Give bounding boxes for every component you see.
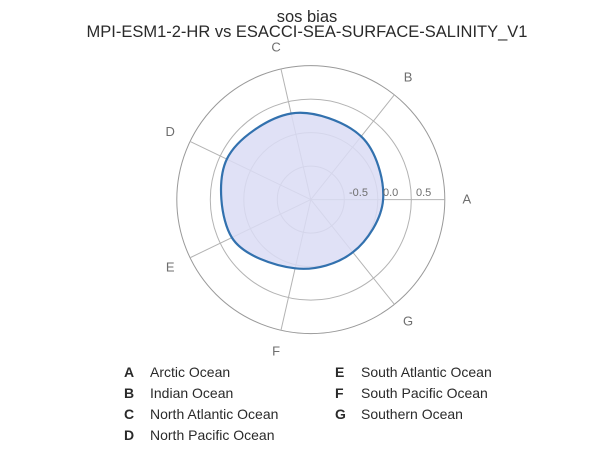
svg-text:E: E [166, 259, 175, 274]
svg-text:D: D [166, 124, 175, 139]
svg-text:-0.5: -0.5 [349, 187, 368, 199]
svg-text:0.0: 0.0 [383, 187, 398, 199]
svg-text:F: F [272, 344, 280, 359]
svg-text:B: B [404, 70, 413, 85]
svg-text:G: G [403, 314, 413, 329]
svg-text:A: A [462, 192, 471, 207]
svg-text:C: C [271, 40, 280, 55]
svg-text:0.5: 0.5 [416, 187, 431, 199]
